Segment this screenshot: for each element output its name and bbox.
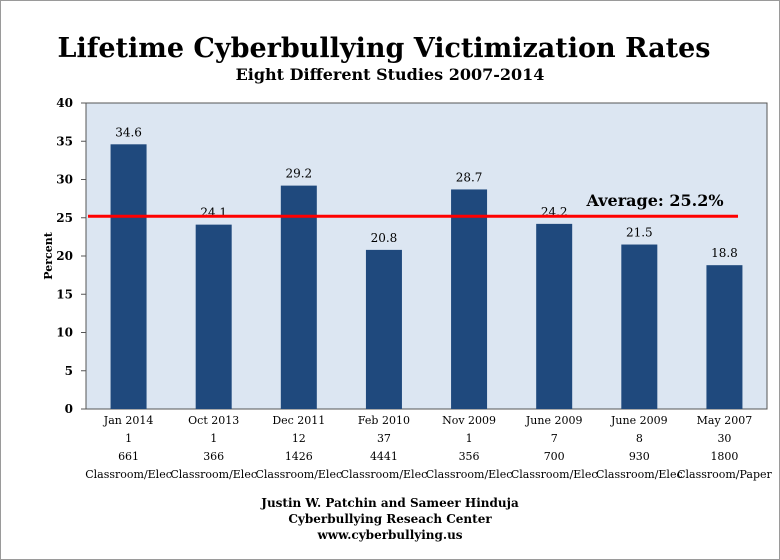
bar [110, 144, 147, 409]
x-category-detail: Classroom/Elec [341, 468, 428, 481]
x-tick-label: Feb 2010 [358, 414, 410, 427]
data-label: 28.7 [456, 170, 483, 184]
x-category-detail: 356 [459, 450, 480, 463]
bar [280, 185, 317, 409]
bar [365, 249, 402, 409]
data-label: 21.5 [626, 226, 653, 240]
x-category-detail: 1800 [710, 450, 738, 463]
x-category-detail: 1 [210, 432, 217, 445]
bar [451, 189, 488, 409]
y-tick-label: 25 [56, 211, 73, 225]
chart-title: Lifetime Cyberbullying Victimization Rat… [58, 33, 711, 64]
x-category-detail: Classroom/Elec [85, 468, 172, 481]
y-tick-label: 5 [65, 364, 73, 378]
footer-organization: Cyberbullying Reseach Center [288, 512, 492, 526]
x-category-detail: Classroom/Elec [170, 468, 257, 481]
x-tick-label: Oct 2013 [188, 414, 239, 427]
y-tick-label: 40 [56, 96, 73, 110]
y-tick-label: 0 [65, 402, 73, 416]
x-category-detail: 7 [551, 432, 558, 445]
x-tick-label: Dec 2011 [272, 414, 325, 427]
y-tick-label: 15 [56, 287, 73, 301]
x-category-detail: 30 [717, 432, 731, 445]
x-category-detail: 661 [118, 450, 139, 463]
x-category-detail: 1426 [285, 450, 313, 463]
y-axis-label: Percent [42, 231, 55, 279]
x-category-detail: 4441 [370, 450, 398, 463]
plot-area [85, 102, 768, 410]
bar [706, 265, 743, 409]
x-category-detail: 1 [466, 432, 473, 445]
x-category-detail: 12 [292, 432, 306, 445]
y-tick-label: 30 [56, 173, 73, 187]
x-tick-label: June 2009 [610, 414, 668, 427]
footer-authors: Justin W. Patchin and Sameer Hinduja [260, 496, 519, 510]
x-category-detail: Classroom/Paper [677, 468, 772, 481]
y-tick-label: 20 [56, 249, 73, 263]
x-category-detail: Classroom/Elec [255, 468, 342, 481]
x-tick-label: June 2009 [525, 414, 583, 427]
x-tick-label: Nov 2009 [442, 414, 496, 427]
data-label: 18.8 [711, 246, 738, 260]
bar [621, 244, 658, 409]
chart-subtitle: Eight Different Studies 2007-2014 [236, 65, 545, 84]
data-label: 29.2 [285, 167, 312, 181]
x-category-detail: 366 [203, 450, 224, 463]
y-tick-label: 35 [56, 134, 73, 148]
bar [195, 224, 232, 409]
x-tick-label: May 2007 [697, 414, 753, 427]
x-category-detail: 8 [636, 432, 643, 445]
average-label: Average: 25.2% [585, 191, 723, 210]
x-category-detail: Classroom/Elec [511, 468, 598, 481]
x-category-detail: 37 [377, 432, 391, 445]
data-label: 20.8 [371, 231, 398, 245]
x-tick-label: Jan 2014 [103, 414, 154, 427]
data-label: 34.6 [115, 125, 142, 139]
x-category-detail: Classroom/Elec [426, 468, 513, 481]
x-category-detail: 1 [125, 432, 132, 445]
y-tick-label: 10 [56, 326, 73, 340]
x-category-detail: 700 [544, 450, 565, 463]
x-category-detail: Classroom/Elec [596, 468, 683, 481]
x-category-detail: 930 [629, 450, 650, 463]
bar [536, 223, 573, 409]
footer-website: www.cyberbullying.us [316, 528, 462, 542]
